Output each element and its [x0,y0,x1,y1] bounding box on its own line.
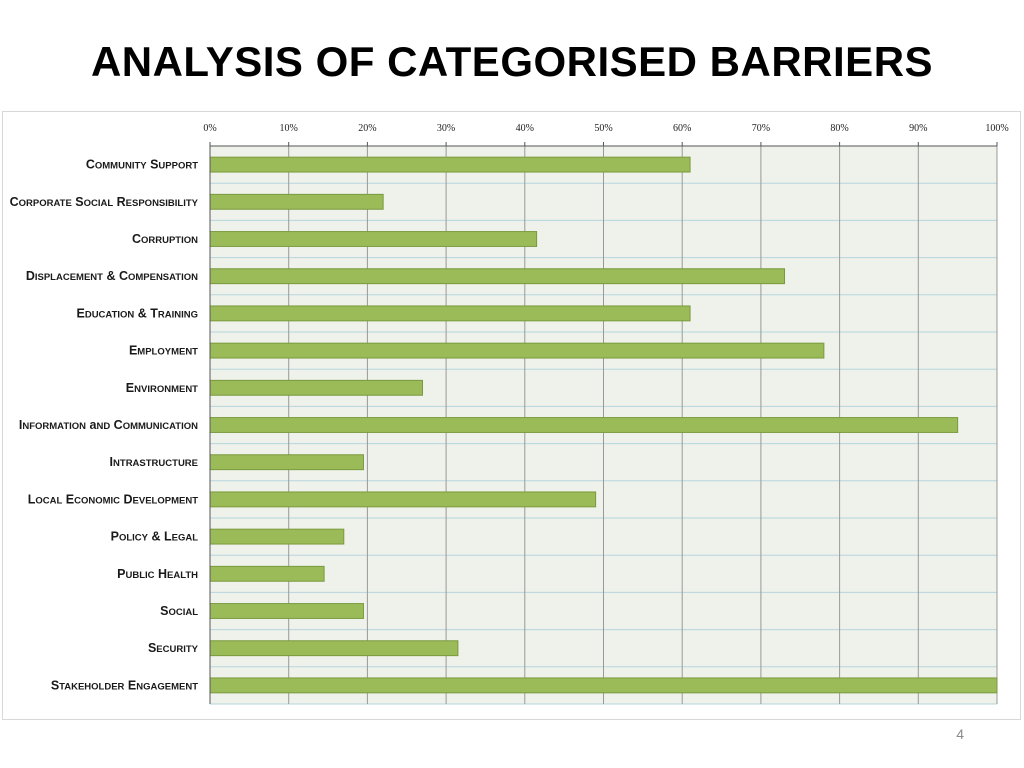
bar [209,193,384,210]
x-tick-label: 80% [830,123,848,134]
bar [209,379,423,396]
x-tick-label: 50% [594,123,612,134]
slide-title: ANALYSIS OF CATEGORISED BARRIERS [90,38,934,85]
x-tick-label: 40% [516,123,534,134]
x-tick-label: 100% [985,123,1008,134]
category-label: SOCIAL [160,604,198,618]
category-label: PUBLIC HEALTH [117,567,198,581]
x-tick-label: 90% [909,123,927,134]
bar [209,565,325,582]
bar [209,677,998,694]
bar [209,417,959,433]
bar [209,491,597,508]
bar [209,603,364,619]
bar [209,305,691,322]
bar [209,231,538,247]
x-tick-label: 20% [358,123,376,134]
category-label: DISPLACEMENT & COMPENSATION [26,269,198,283]
bar [209,528,345,545]
bar [209,640,459,657]
bar-chart: 0% 10% 20% 30% 40% 50% 60% 70% 80% 90% 100% COMMUNI… [10,123,1009,705]
bar [209,342,825,359]
category-label: STAKEHOLDER ENGAGEMENT [51,678,198,692]
category-label: COMMUNITY SUPPORT [86,158,198,172]
category-label: LOCAL ECONOMIC DEVELOPMENT [28,492,198,506]
x-tick-label: 0% [203,123,216,134]
category-label: EDUCATION & TRAINING [76,306,198,320]
chart-frame: 0% 10% 20% 30% 40% 50% 60% 70% 80% 90% 100% COMMUNI… [2,111,1021,720]
x-tick-label: 70% [752,123,770,134]
bar [209,156,691,173]
category-label: INTRASTRUCTURE [110,455,198,469]
category-label: ENVIRONMENT [126,381,198,395]
category-label: EMPLOYMENT [129,344,198,358]
bar [209,268,786,285]
category-label: CORPORATE SOCIAL RESPONSIBILITY [10,195,199,209]
category-label: INFORMATION aND COMMUNICATION [19,418,198,432]
category-label: CORRUPTION [132,232,198,246]
category-label: SECURITY [148,641,199,655]
bar [209,454,364,471]
x-tick-label: 30% [437,123,455,134]
page-number: 4 [956,726,964,742]
category-label: POLICY & LEGAL [111,530,199,544]
x-tick-label: 60% [673,123,691,134]
x-tick-label: 10% [280,123,298,134]
